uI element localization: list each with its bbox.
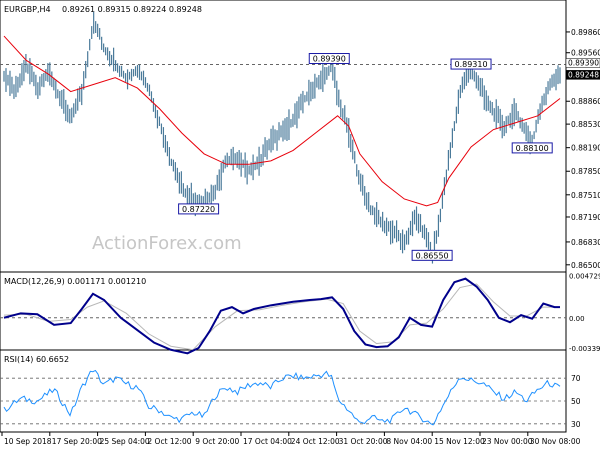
macd-layer bbox=[0, 277, 566, 355]
price-y-tick-label: 0.89560 bbox=[571, 49, 600, 58]
x-tick-label: 23 Nov 00:00 bbox=[482, 437, 533, 446]
macd-panel-title: MACD(12,26,9) 0.001171 0.001210 bbox=[4, 277, 146, 286]
rsi-y-tick-label: 50 bbox=[571, 397, 581, 406]
x-tick-label: 25 Sep 04:00 bbox=[100, 437, 150, 446]
price-y-tick-label: 0.86830 bbox=[571, 238, 600, 247]
axis-layer: 0.898600.895600.892400.888600.885300.881… bbox=[1, 28, 600, 446]
rsi-y-tick-label: 30 bbox=[571, 420, 581, 429]
price-y-tick-label: 0.88860 bbox=[571, 97, 600, 106]
x-tick-label: 10 Sep 2018 bbox=[4, 437, 52, 446]
price-y-tick-label: 0.86500 bbox=[571, 261, 600, 270]
x-tick-label: 31 Oct 20:00 bbox=[339, 437, 388, 446]
reference-price-label-box bbox=[565, 58, 600, 68]
annotation-box bbox=[511, 142, 553, 154]
last-price-label: 0.89248 bbox=[568, 70, 599, 79]
annotation-label: 0.88100 bbox=[516, 144, 549, 153]
macd-line bbox=[3, 277, 560, 355]
price-layer: 0.89390 0.89310 0.88100 0.87220 0.86550 bbox=[0, 11, 566, 264]
annotation-label: 0.86550 bbox=[416, 251, 449, 260]
x-tick-label: 30 Nov 08:00 bbox=[530, 437, 581, 446]
annotation-box bbox=[308, 53, 350, 65]
x-tick-label: 17 Sep 20:00 bbox=[52, 437, 102, 446]
macd-y-tick-label: -0.003391 bbox=[569, 345, 600, 353]
x-tick-label: 15 Nov 12:00 bbox=[434, 437, 485, 446]
rsi-panel-title: RSI(14) 60.6652 bbox=[4, 355, 69, 364]
last-price-label-box bbox=[565, 70, 600, 80]
annotation-box bbox=[450, 58, 492, 70]
x-tick-label: 9 Oct 20:00 bbox=[195, 437, 239, 446]
rsi-layer bbox=[0, 369, 566, 426]
x-tick-label: 17 Oct 04:00 bbox=[243, 437, 292, 446]
rsi-y-tick-label: 70 bbox=[571, 374, 581, 383]
x-tick-label: 24 Oct 12:00 bbox=[291, 437, 340, 446]
rsi-line bbox=[3, 369, 561, 426]
annotation-box bbox=[178, 203, 220, 215]
price-panel-ohlc: 0.89261 0.89315 0.89224 0.89248 bbox=[62, 5, 202, 14]
rsi-panel-frame bbox=[0, 349, 567, 433]
annotation-label: 0.89310 bbox=[454, 60, 487, 69]
price-y-tick-label: 0.87510 bbox=[571, 191, 600, 200]
annotation-label: 0.87220 bbox=[182, 205, 215, 214]
price-y-tick-label: 0.87190 bbox=[571, 213, 600, 222]
macd-y-tick-label: 0.00 bbox=[569, 315, 585, 323]
watermark: ActionForex.com bbox=[92, 233, 242, 254]
x-tick-label: 2 Oct 12:00 bbox=[147, 437, 191, 446]
price-y-tick-label: 0.88530 bbox=[571, 120, 600, 129]
price-y-tick-label: 0.89860 bbox=[571, 28, 600, 37]
price-y-tick-label: 0.87850 bbox=[571, 167, 600, 176]
price-panel-title: EURGBP,H4 bbox=[4, 5, 51, 14]
moving-average-line bbox=[3, 35, 561, 207]
macd-y-tick-label: 0.004729 bbox=[569, 273, 600, 281]
annotation-label: 0.89390 bbox=[313, 55, 346, 64]
x-tick-label: 8 Nov 04:00 bbox=[386, 437, 432, 446]
annotation-box bbox=[411, 249, 453, 261]
price-y-tick-label: 0.88190 bbox=[571, 144, 600, 153]
reference-price-label: 0.89390 bbox=[568, 59, 599, 68]
